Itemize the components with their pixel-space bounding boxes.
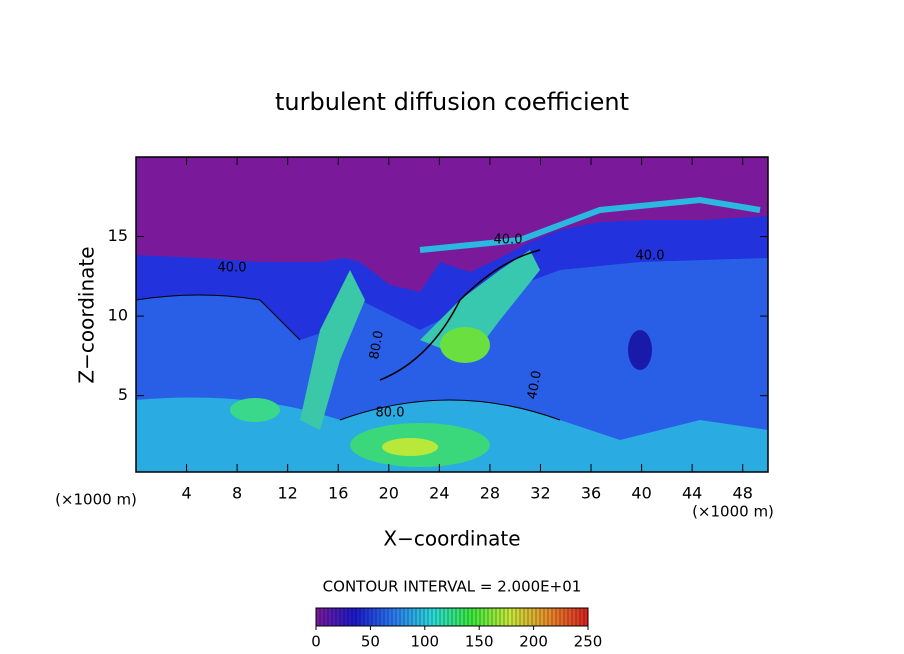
y-axis-label: Z−coordinate xyxy=(75,246,99,383)
x-tick-label: 40 xyxy=(631,484,651,503)
colorbar-tick-label: 150 xyxy=(465,633,494,651)
plot-frame xyxy=(135,156,769,473)
contour-line xyxy=(379,249,541,381)
x-tick-label: 32 xyxy=(530,484,550,503)
colorbar-tick-label: 0 xyxy=(311,633,321,651)
contour-label: 40.0 xyxy=(494,233,523,248)
x-tick-label: 16 xyxy=(328,484,348,503)
contour-line xyxy=(136,294,301,341)
x-tick-label: 44 xyxy=(682,484,702,503)
x-tick-label: 20 xyxy=(379,484,399,503)
contour-label: 80.0 xyxy=(376,406,405,421)
y-unit: (×1000 m) xyxy=(55,491,137,509)
x-tick-label: 4 xyxy=(181,484,191,503)
field-blob xyxy=(382,438,438,456)
colorbar xyxy=(315,607,589,627)
contour-label: 80.0 xyxy=(367,329,387,360)
x-tick-label: 28 xyxy=(480,484,500,503)
colorbar-tick-label: 100 xyxy=(410,633,439,651)
contour-label: 40.0 xyxy=(218,261,247,276)
field-filament xyxy=(419,196,761,253)
x-tick-label: 36 xyxy=(581,484,601,503)
x-tick-label: 8 xyxy=(232,484,242,503)
field-blob xyxy=(230,398,280,422)
field-blob xyxy=(300,270,365,430)
contour-label: 40.0 xyxy=(525,369,545,400)
field xyxy=(136,157,768,472)
x-tick-label: 12 xyxy=(278,484,298,503)
field-blob xyxy=(628,330,652,370)
y-tick-label: 15 xyxy=(108,226,128,245)
x-tick-label: 48 xyxy=(733,484,753,503)
x-axis-label: X−coordinate xyxy=(383,527,520,551)
contour-label: 40.0 xyxy=(636,249,665,264)
field-blob xyxy=(440,327,490,363)
x-unit: (×1000 m) xyxy=(692,503,774,521)
contour-line xyxy=(339,399,561,421)
y-tick-label: 10 xyxy=(108,306,128,325)
y-tick-label: 5 xyxy=(118,385,128,404)
contour-interval: CONTOUR INTERVAL = 2.000E+01 xyxy=(323,578,582,596)
colorbar-tick-label: 50 xyxy=(361,633,380,651)
colorbar-tick-label: 200 xyxy=(519,633,548,651)
x-tick-label: 24 xyxy=(429,484,449,503)
colorbar-tick-label: 250 xyxy=(574,633,603,651)
chart-title: turbulent diffusion coefficient xyxy=(275,88,629,116)
